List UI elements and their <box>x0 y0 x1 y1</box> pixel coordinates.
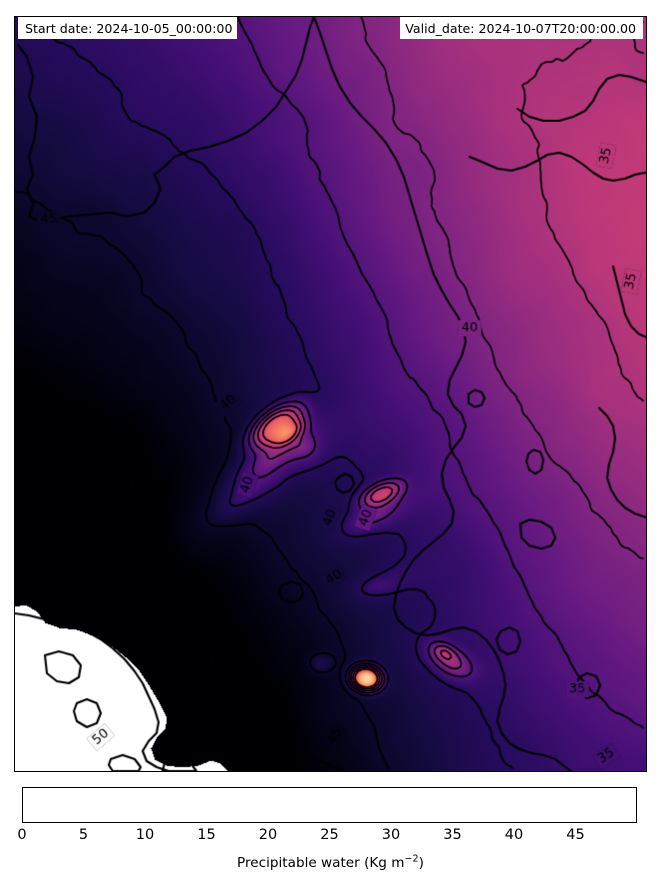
colorbar-tick-30: 30 <box>381 827 401 843</box>
colorbar-label-exponent: −2 <box>404 853 419 865</box>
start-date-label: Start date: 2024-10-05_00:00:00 <box>18 17 238 39</box>
colorbar-tick-5: 5 <box>78 827 89 843</box>
colorbar-label-close: ) <box>418 855 424 871</box>
colorbar-tick-35: 35 <box>443 827 462 843</box>
colorbar-tick-45: 45 <box>566 827 585 843</box>
map-axes <box>14 16 647 772</box>
colorbar-tick-10: 10 <box>135 827 155 843</box>
colorbar-tick-25: 25 <box>320 827 339 843</box>
colorbar-tick-labels: 0 5 10 15 20 25 30 35 40 45 <box>17 826 637 846</box>
colorbar <box>22 787 637 823</box>
colorbar-tick-40: 40 <box>504 827 524 843</box>
colorbar-tick-15: 15 <box>197 827 216 843</box>
valid-date-label: Valid_date: 2024-10-07T20:00:00.00 <box>400 17 643 39</box>
colorbar-tick-20: 20 <box>258 827 278 843</box>
colorbar-tick-0: 0 <box>17 827 27 843</box>
colorbar-axis-label: Precipitable water (Kg m−2) <box>0 853 661 871</box>
precipitable-water-map <box>15 17 646 771</box>
colorbar-label-text: Precipitable water (Kg m <box>237 855 405 871</box>
